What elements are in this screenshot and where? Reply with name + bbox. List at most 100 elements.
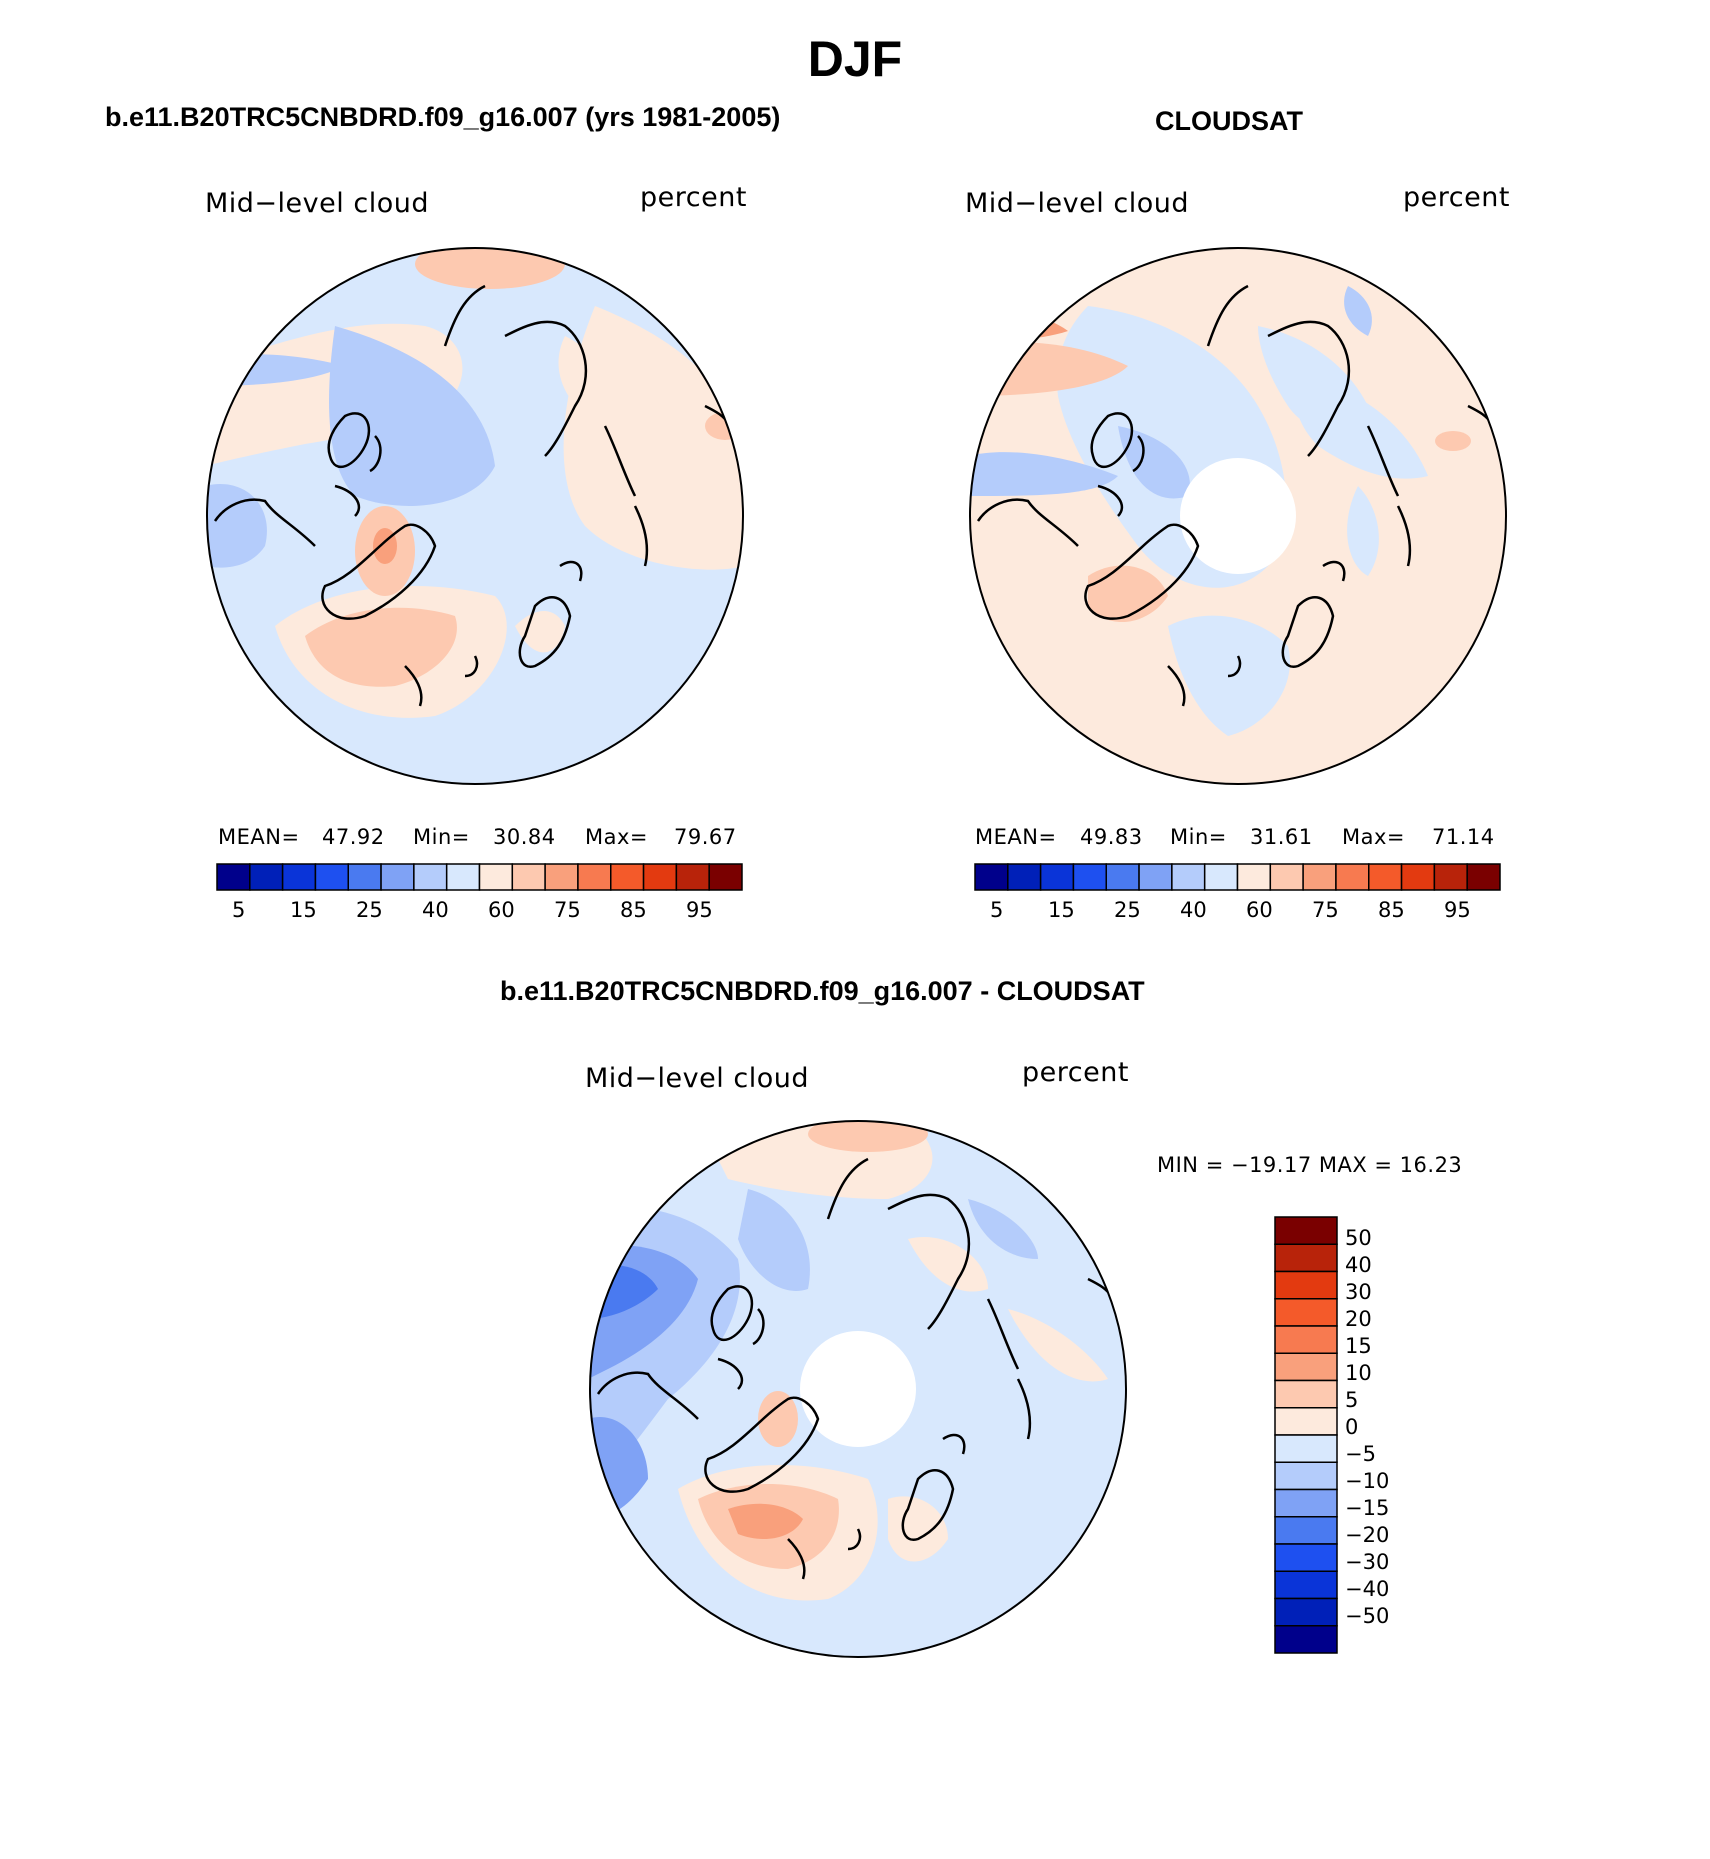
panel-2-east-patch [1435, 431, 1471, 451]
panel-1-min-label: Min= [413, 825, 470, 849]
difference-tick: −20 [1345, 1523, 1390, 1547]
panel-2-min-label: Min= [1170, 825, 1227, 849]
panel-1-colorbar [216, 863, 743, 891]
difference-tick: 5 [1345, 1388, 1359, 1412]
panel-1-title: b.e11.B20TRC5CNBDRD.f09_g16.007 (yrs 198… [105, 102, 781, 132]
panel-2-colorbar-ticks: 5 15 25 40 60 75 85 95 [975, 898, 1500, 928]
colorbar-swatch [1274, 1298, 1338, 1327]
panel-2-greenland-peak [1088, 565, 1168, 623]
colorbar-swatch [577, 863, 612, 891]
difference-tick: 30 [1345, 1280, 1372, 1304]
panel-1-tick: 95 [686, 898, 713, 922]
panel-2-max-value: 71.14 [1432, 825, 1495, 849]
difference-minmax: MIN = −19.17 MAX = 16.23 [1157, 1153, 1463, 1177]
panel-2-east-region [1347, 486, 1379, 576]
colorbar-swatch [1335, 863, 1370, 891]
colorbar-swatch [1274, 1461, 1338, 1491]
difference-east-warm [1008, 1309, 1108, 1382]
colorbar-swatch [445, 863, 481, 891]
difference-map-border [589, 1120, 1127, 1658]
colorbar-swatch [1274, 1270, 1338, 1300]
panel-2-map-border [969, 247, 1507, 785]
difference-panel-title: b.e11.B20TRC5CNBDRD.f09_g16.007 - CLOUDS… [500, 976, 1145, 1006]
colorbar-swatch [314, 863, 349, 891]
colorbar-swatch [1274, 1243, 1338, 1273]
colorbar-swatch [1274, 1352, 1338, 1382]
difference-arctic-blue-patch [738, 1189, 810, 1291]
panel-1-units-label: percent [640, 182, 747, 213]
panel-2-tick: 75 [1312, 898, 1339, 922]
panel-2-asia-region [1294, 376, 1428, 479]
season-title: DJF [807, 31, 903, 87]
difference-tick: 0 [1345, 1415, 1359, 1439]
colorbar-swatch [347, 863, 382, 891]
panel-2-title: CLOUDSAT [1155, 106, 1303, 136]
panel-1-tick: 40 [422, 898, 449, 922]
colorbar-swatch [1274, 1216, 1338, 1245]
panel-2-tick: 15 [1048, 898, 1075, 922]
colorbar-swatch [281, 863, 317, 891]
panel-2-max-label: Max= [1342, 825, 1406, 849]
panel-2-tick: 5 [990, 898, 1004, 922]
panel-2-arctic-blue-patch [1118, 426, 1190, 499]
difference-variable-label: Mid−level cloud [585, 1063, 809, 1094]
panel-2-tick: 85 [1378, 898, 1405, 922]
panel-1-map [206, 247, 744, 785]
colorbar-swatch [1433, 863, 1468, 891]
colorbar-swatch [1274, 1625, 1338, 1654]
difference-tick: −5 [1345, 1442, 1376, 1466]
difference-units-label: percent [1022, 1057, 1129, 1088]
panel-2-min-value: 31.61 [1250, 825, 1313, 849]
colorbar-swatch [1105, 863, 1140, 891]
colorbar-swatch [1368, 863, 1403, 891]
panel-1-north-pacific-peak [415, 248, 565, 289]
colorbar-swatch [1236, 863, 1272, 891]
panel-1-max-value: 79.67 [674, 825, 737, 849]
panel-1-east-patch [705, 412, 743, 440]
difference-greenland-peak [758, 1391, 798, 1447]
panel-2-coastlines [976, 284, 1495, 707]
panel-2-colorbar [974, 863, 1501, 891]
colorbar-swatch [216, 863, 251, 891]
difference-tick: −50 [1345, 1604, 1390, 1628]
panel-1-mean-value: 47.92 [322, 825, 385, 849]
colorbar-swatch [478, 863, 514, 891]
panel-2-mean-value: 49.83 [1080, 825, 1143, 849]
colorbar-swatch [642, 863, 678, 891]
panel-1-map-border [206, 247, 744, 785]
colorbar-swatch [1274, 1407, 1338, 1436]
panel-1-atlantic-peak [305, 607, 457, 687]
colorbar-swatch [1274, 1325, 1338, 1354]
difference-tick: −10 [1345, 1469, 1390, 1493]
panel-2-variable-label: Mid−level cloud [965, 188, 1189, 219]
difference-east-blue-patch [968, 1199, 1038, 1259]
difference-colorbar [1274, 1216, 1338, 1654]
panel-1-min-value: 30.84 [493, 825, 556, 849]
difference-colorbar-ticks: 50 40 30 20 15 10 5 0 −5 −10 −15 −20 −30… [1345, 1226, 1465, 1656]
panel-1-tick: 5 [232, 898, 246, 922]
panel-1-scandinavia-patch [515, 611, 565, 653]
colorbar-swatch [1274, 1488, 1338, 1518]
colorbar-swatch [610, 863, 645, 891]
panel-1-variable-label: Mid−level cloud [205, 188, 429, 219]
colorbar-swatch [1039, 863, 1075, 891]
colorbar-swatch [413, 863, 448, 891]
panel-2-tick: 60 [1246, 898, 1273, 922]
difference-tick: 15 [1345, 1334, 1372, 1358]
panel-1-tick: 75 [554, 898, 581, 922]
panel-1-tick: 60 [488, 898, 515, 922]
difference-tick: −30 [1345, 1550, 1390, 1574]
colorbar-swatch [1400, 863, 1436, 891]
colorbar-swatch [1138, 863, 1173, 891]
panel-1-tick: 85 [620, 898, 647, 922]
colorbar-swatch [708, 863, 743, 891]
difference-coastlines [596, 1157, 1115, 1580]
difference-tick: −40 [1345, 1577, 1390, 1601]
colorbar-swatch [1274, 1570, 1338, 1600]
colorbar-swatch [1274, 1379, 1338, 1409]
difference-tick: 10 [1345, 1361, 1372, 1385]
colorbar-swatch [1274, 1516, 1338, 1545]
panel-2-mean-label: MEAN= [975, 825, 1057, 849]
panel-2-map [969, 247, 1507, 785]
panel-1-coastlines [213, 284, 732, 707]
